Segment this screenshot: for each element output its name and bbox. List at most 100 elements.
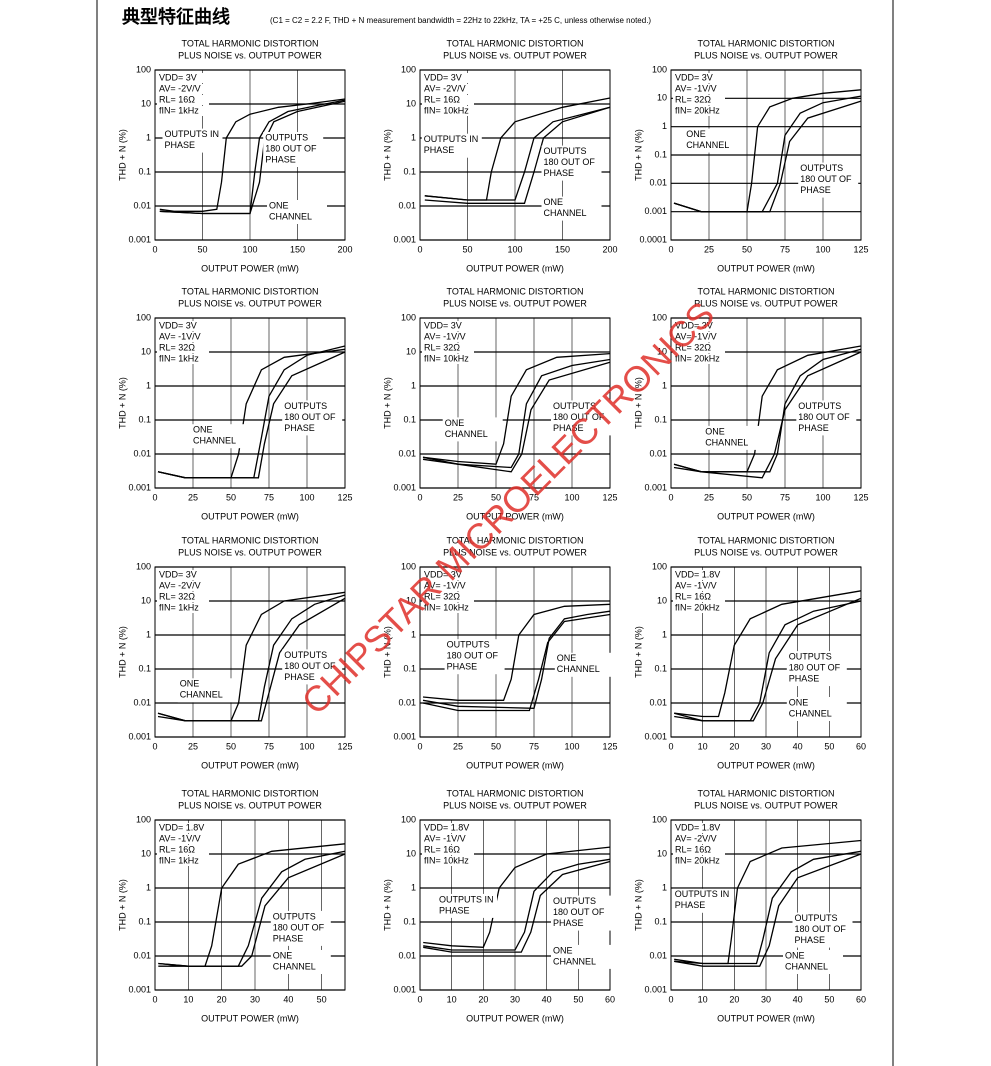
x-tick-label: 100 bbox=[564, 741, 579, 751]
y-tick-label: 0.01 bbox=[649, 448, 667, 458]
x-tick-label: 25 bbox=[453, 741, 463, 751]
annotation-text: ONE bbox=[193, 425, 213, 435]
condition-text: RL= 32Ω bbox=[159, 342, 195, 352]
y-tick-label: 10 bbox=[141, 98, 151, 108]
annotation-text: OUTPUTS bbox=[284, 401, 327, 411]
annotation-text: OUTPUTS bbox=[447, 640, 490, 650]
x-tick-label: 40 bbox=[542, 994, 552, 1004]
condition-bg bbox=[157, 84, 209, 94]
x-tick-label: 30 bbox=[761, 994, 771, 1004]
condition-bg bbox=[157, 834, 209, 844]
condition-bg bbox=[422, 343, 474, 353]
annotation-bg bbox=[263, 132, 324, 167]
y-tick-label: 1 bbox=[411, 132, 416, 142]
condition-text: fIN= 10kHz bbox=[424, 353, 469, 363]
annotation-text: OUTPUTS bbox=[273, 911, 316, 921]
x-tick-label: 50 bbox=[226, 492, 236, 502]
chart: TOTAL HARMONIC DISTORTION PLUS NOISE vs. … bbox=[633, 788, 866, 1023]
x-tick-label: 40 bbox=[283, 994, 293, 1004]
condition-text: RL= 16Ω bbox=[675, 844, 711, 854]
annotation-text: ONE bbox=[705, 426, 725, 436]
condition-bg bbox=[157, 823, 209, 833]
annotation-text: PHASE bbox=[800, 185, 831, 195]
x-tick-label: 75 bbox=[529, 741, 539, 751]
condition-text: fIN= 1kHz bbox=[159, 353, 199, 363]
annotation-bg bbox=[551, 944, 611, 969]
condition-text: VDD= 1.8V bbox=[675, 569, 720, 579]
condition-text: RL= 16Ω bbox=[675, 591, 711, 601]
annotation-bg bbox=[783, 950, 843, 974]
y-tick-label: 100 bbox=[136, 312, 151, 322]
chart-subtitle: PLUS NOISE vs. OUTPUT POWER bbox=[178, 298, 322, 308]
y-tick-label: 10 bbox=[657, 848, 667, 858]
x-tick-label: 25 bbox=[188, 492, 198, 502]
x-tick-label: 75 bbox=[780, 244, 790, 254]
series-line bbox=[157, 597, 346, 722]
x-tick-label: 125 bbox=[853, 244, 868, 254]
x-tick-label: 75 bbox=[529, 492, 539, 502]
annotation-text: ONE bbox=[544, 197, 564, 207]
x-tick-label: 50 bbox=[824, 741, 834, 751]
condition-bg bbox=[157, 603, 209, 613]
x-tick-label: 125 bbox=[602, 741, 617, 751]
x-tick-label: 100 bbox=[299, 741, 314, 751]
condition-text: AV= -1V/V bbox=[424, 580, 466, 590]
condition-bg bbox=[157, 332, 209, 342]
x-tick-label: 100 bbox=[507, 244, 522, 254]
x-tick-label: 30 bbox=[761, 741, 771, 751]
annotation-text: CHANNEL bbox=[553, 956, 596, 966]
annotation-text: PHASE bbox=[553, 423, 584, 433]
annotation-text: PHASE bbox=[789, 673, 820, 683]
y-tick-label: 0.1 bbox=[403, 663, 416, 673]
annotation-text: 180 OUT OF bbox=[284, 412, 336, 422]
y-tick-label: 0.01 bbox=[649, 178, 667, 188]
series-line bbox=[422, 603, 611, 701]
y-tick-label: 0.001 bbox=[393, 482, 416, 492]
y-tick-label: 0.001 bbox=[644, 482, 667, 492]
x-tick-label: 20 bbox=[729, 994, 739, 1004]
y-tick-label: 100 bbox=[136, 64, 151, 74]
y-tick-label: 0.1 bbox=[654, 916, 667, 926]
condition-text: fIN= 10kHz bbox=[424, 105, 469, 115]
x-tick-label: 40 bbox=[793, 994, 803, 1004]
y-tick-label: 1 bbox=[411, 629, 416, 639]
y-axis-label: THD + N (%) bbox=[633, 879, 643, 931]
condition-bg bbox=[157, 845, 209, 855]
y-tick-label: 0.001 bbox=[393, 731, 416, 741]
condition-text: VDD= 3V bbox=[424, 72, 462, 82]
annotation-text: 180 OUT OF bbox=[273, 922, 325, 932]
condition-bg bbox=[422, 354, 474, 364]
y-tick-label: 0.1 bbox=[138, 166, 151, 176]
y-tick-label: 0.1 bbox=[138, 663, 151, 673]
annotation-bg bbox=[798, 162, 859, 198]
annotation-text: 180 OUT OF bbox=[553, 412, 605, 422]
y-tick-label: 0.001 bbox=[128, 984, 151, 994]
annotation-text: 180 OUT OF bbox=[447, 651, 499, 661]
series-line bbox=[673, 100, 862, 213]
x-tick-label: 10 bbox=[183, 994, 193, 1004]
chart: TOTAL HARMONIC DISTORTION PLUS NOISE vs. … bbox=[633, 535, 866, 770]
y-tick-label: 0.1 bbox=[403, 916, 416, 926]
y-tick-label: 1 bbox=[411, 882, 416, 892]
condition-bg bbox=[157, 343, 209, 353]
x-tick-label: 50 bbox=[742, 244, 752, 254]
x-tick-label: 50 bbox=[491, 492, 501, 502]
chart: TOTAL HARMONIC DISTORTION PLUS NOISE vs. … bbox=[633, 38, 868, 273]
condition-bg bbox=[673, 73, 725, 83]
annotation-bg bbox=[282, 400, 343, 436]
annotation-bg bbox=[177, 678, 238, 703]
x-axis-label: OUTPUT POWER (mW) bbox=[466, 760, 564, 770]
condition-text: RL= 32Ω bbox=[424, 591, 460, 601]
annotation-text: PHASE bbox=[795, 935, 826, 945]
series-line bbox=[424, 106, 611, 201]
condition-text: AV= -1V/V bbox=[159, 833, 201, 843]
x-tick-label: 50 bbox=[491, 741, 501, 751]
condition-bg bbox=[422, 84, 474, 94]
y-tick-label: 0.001 bbox=[644, 731, 667, 741]
annotation-text: 180 OUT OF bbox=[284, 661, 336, 671]
y-tick-label: 100 bbox=[401, 814, 416, 824]
x-tick-label: 150 bbox=[290, 244, 305, 254]
y-tick-label: 100 bbox=[652, 64, 667, 74]
condition-text: RL= 16Ω bbox=[159, 844, 195, 854]
x-axis-label: OUTPUT POWER (mW) bbox=[466, 263, 564, 273]
